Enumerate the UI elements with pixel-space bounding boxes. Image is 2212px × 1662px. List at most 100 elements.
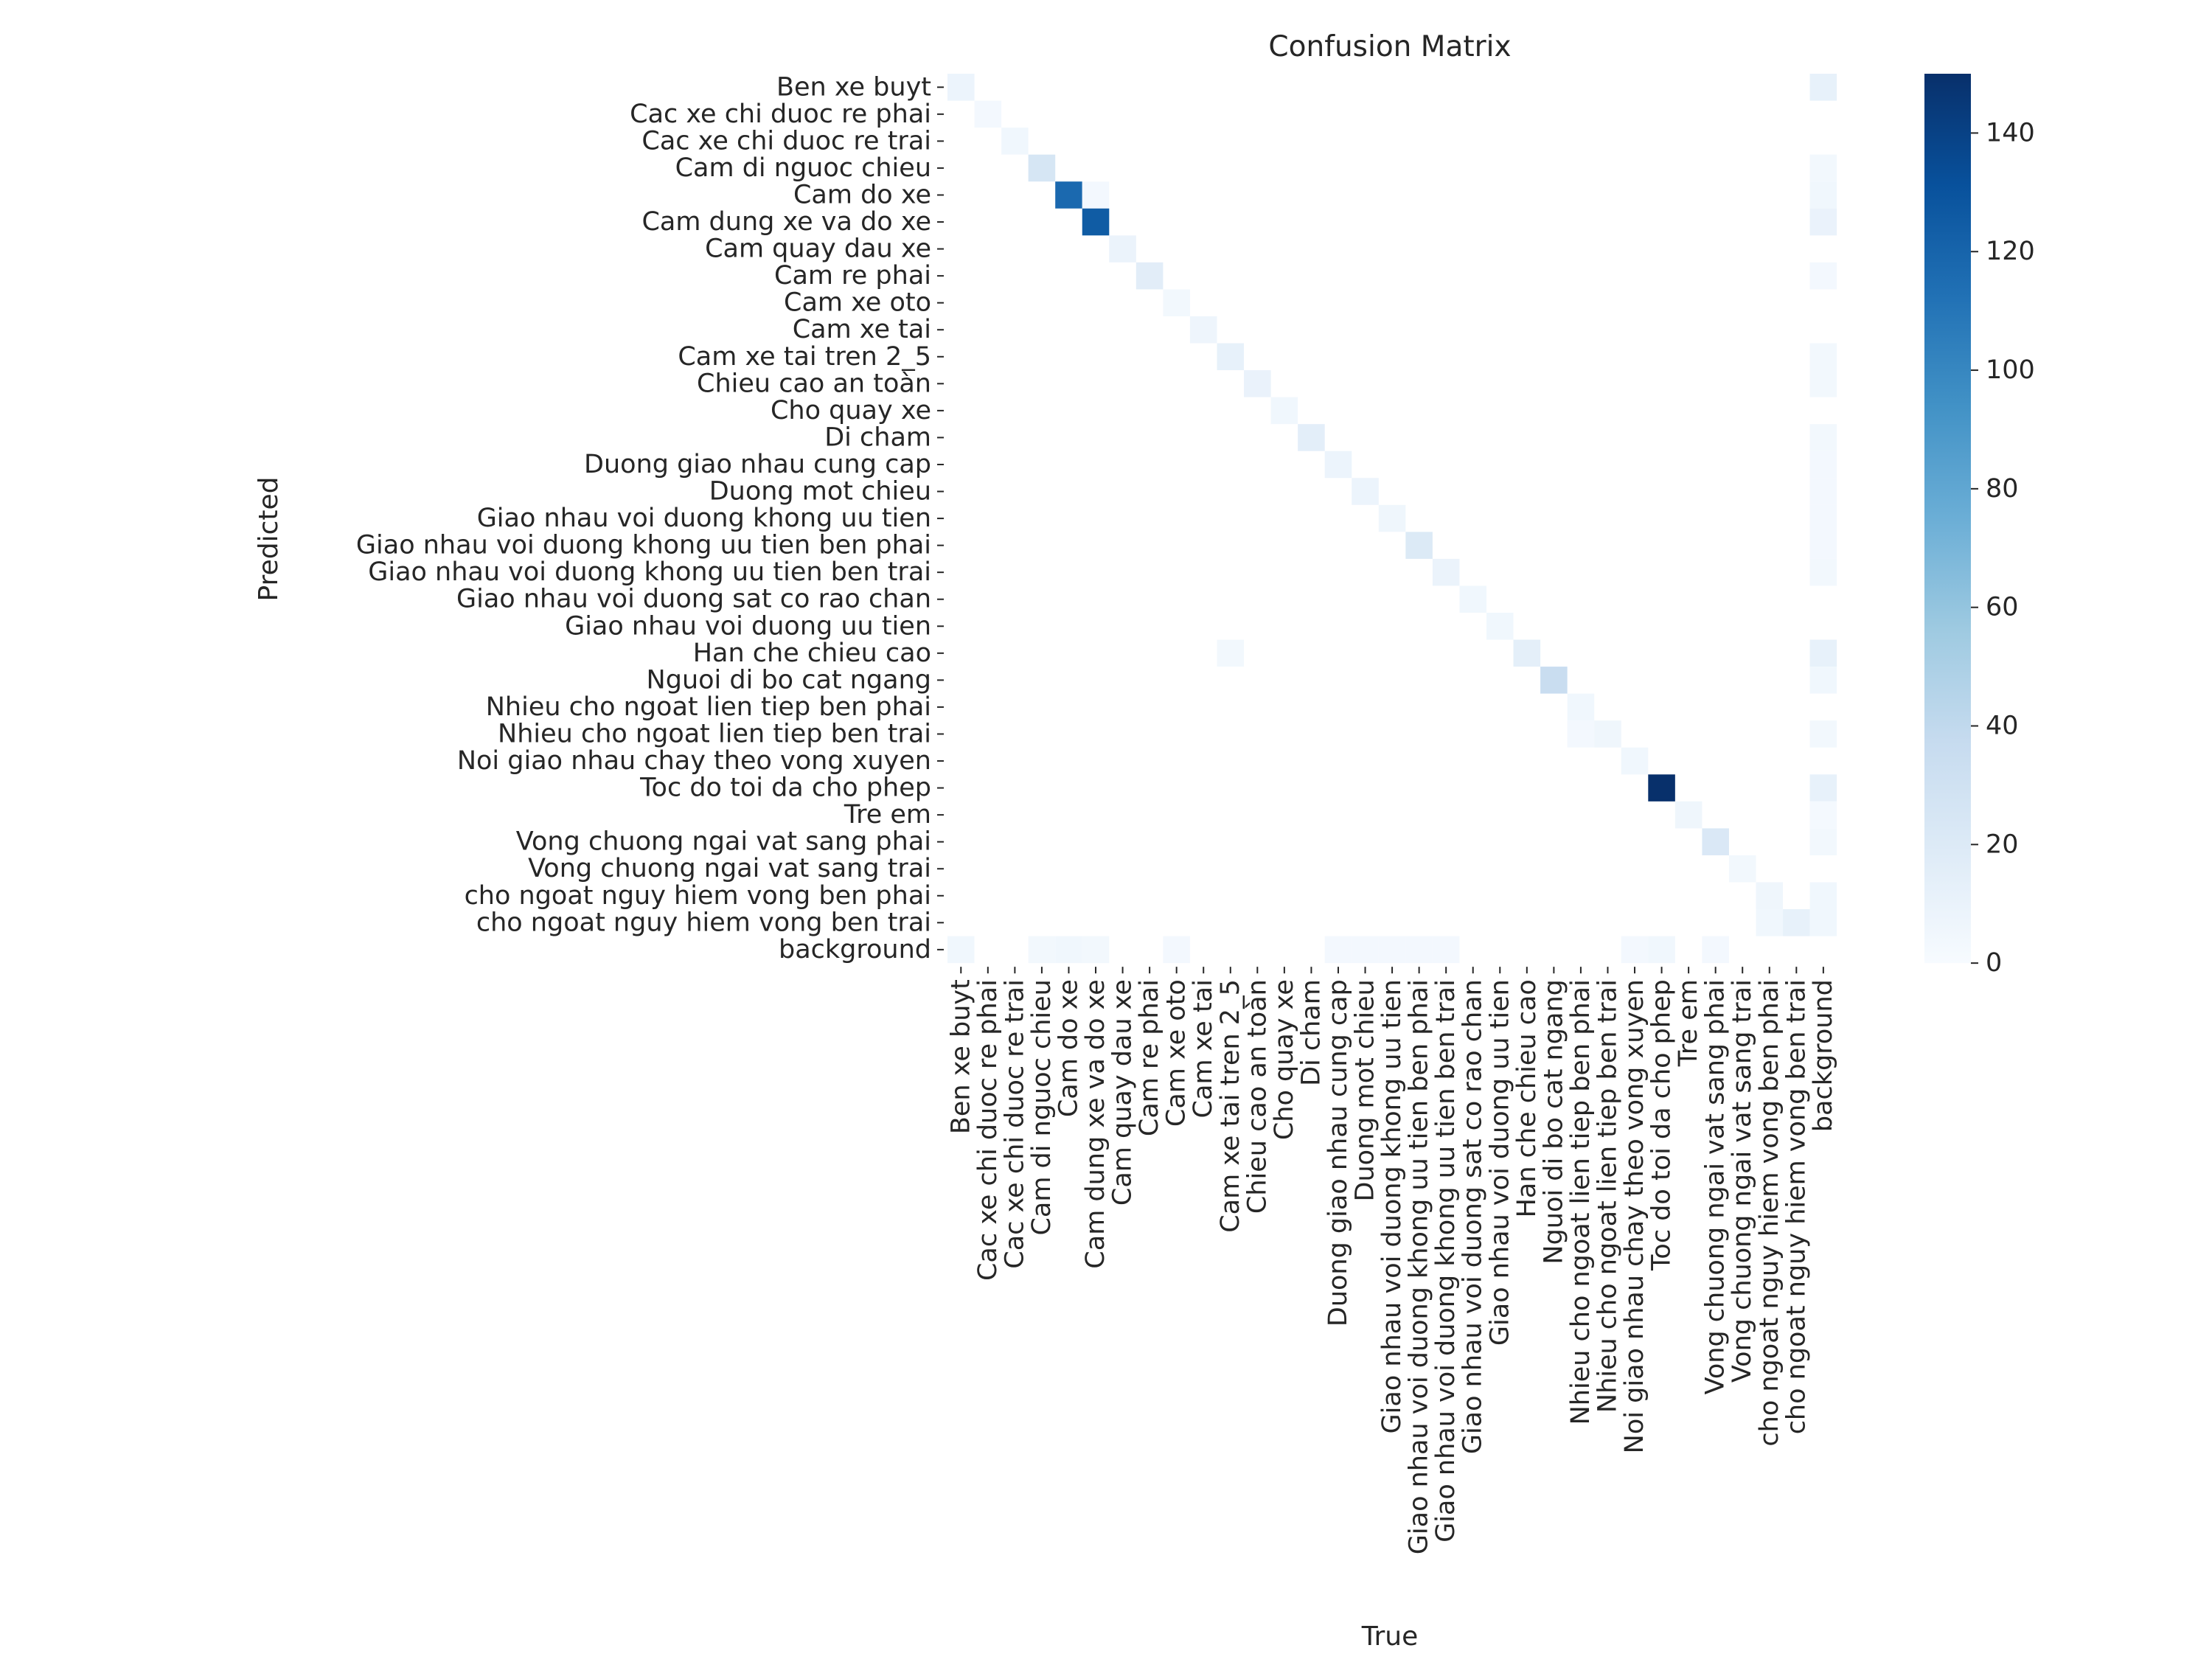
x-tick-label: Toc do toi da cho phep [1647, 979, 1677, 1271]
y-tick-label: Cam re phai [774, 261, 931, 291]
y-tick-label: Cho quay xe [771, 396, 931, 425]
x-tick-label: Duong giao nhau cung cap [1324, 979, 1353, 1327]
heatmap-cell [1809, 909, 1837, 936]
y-tick-label: Noi giao nhau chay theo vong xuyen [457, 746, 931, 776]
colorbar-tick-label: 20 [1986, 830, 2019, 859]
heatmap-cell [1756, 882, 1784, 910]
heatmap-cell [1270, 397, 1298, 425]
x-tick-label: Cam re phai [1135, 979, 1164, 1136]
heatmap-cell [1082, 181, 1110, 209]
x-tick-label: cho ngoat nguy hiem vong ben phai [1755, 979, 1784, 1446]
y-tick-label: Giao nhau voi duong khong uu tien ben ph… [356, 531, 931, 560]
heatmap-cell [1809, 667, 1837, 694]
x-tick-label: Vong chuong ngai vat sang trai [1728, 979, 1757, 1383]
x-tick-label: Noi giao nhau chay theo vong xuyen [1620, 979, 1649, 1453]
heatmap-cell [1055, 936, 1082, 964]
y-tick-label: Cam xe tai tren 2_5 [678, 342, 931, 372]
heatmap-cell [1728, 855, 1756, 883]
y-tick-label: Giao nhau voi duong sat co rao chan [456, 585, 931, 614]
y-tick-label: Cam di nguoc chieu [675, 153, 931, 183]
y-tick-label: Ben xe buyt [776, 72, 931, 102]
x-tick-label: Cam xe tai tren 2_5 [1216, 979, 1245, 1233]
heatmap-cell [1163, 936, 1190, 964]
heatmap-cell [1405, 936, 1433, 964]
y-tick-label: Giao nhau voi duong uu tien [565, 611, 931, 641]
heatmap-cell [1459, 585, 1486, 613]
heatmap-cell [1352, 936, 1379, 964]
heatmap-cell [1324, 451, 1352, 479]
y-tick-label: Cam xe oto [784, 288, 931, 318]
heatmap-cell [1809, 532, 1837, 559]
y-tick-label: Di cham [824, 423, 931, 452]
y-tick-label: Cac xe chi duoc re phai [630, 100, 931, 129]
colorbar-tick-label: 80 [1986, 474, 2019, 504]
heatmap-cell [1135, 262, 1164, 290]
heatmap-cell [1109, 235, 1136, 262]
x-axis-label: True [1361, 1621, 1418, 1652]
y-tick-label: cho ngoat nguy hiem vong ben trai [476, 908, 931, 937]
x-tick-label: Giao nhau voi duong sat co rao chan [1458, 979, 1488, 1454]
y-tick-label: Cam quay dau xe [705, 234, 931, 264]
heatmap-cell [1217, 343, 1245, 371]
y-tick-label: Nhieu cho ngoat lien tiep ben trai [498, 719, 931, 748]
y-tick-label: Giao nhau voi duong khong uu tien ben tr… [368, 557, 931, 587]
heatmap-cell [1567, 720, 1595, 748]
heatmap-cell [1783, 909, 1810, 936]
heatmap-cell [1028, 936, 1056, 964]
heatmap-cell [1432, 936, 1460, 964]
x-tick-label: Cac xe chi duoc re trai [1000, 979, 1029, 1269]
heatmap-cell [1809, 262, 1837, 290]
heatmap-cell [947, 936, 975, 964]
y-tick-label: Cac xe chi duoc re trai [641, 126, 931, 156]
heatmap-cell [1809, 154, 1837, 182]
y-tick-label: Cam dung xe va do xe [641, 207, 931, 237]
heatmap-cell [1809, 720, 1837, 748]
y-tick-label: Duong mot chieu [709, 477, 931, 507]
x-tick-label: Giao nhau voi duong khong uu tien ben ph… [1405, 979, 1434, 1554]
heatmap-cell [1702, 828, 1729, 855]
heatmap-cell [1809, 74, 1837, 101]
heatmap-cell [1594, 720, 1621, 748]
heatmap-cell [1809, 343, 1837, 371]
x-tick-label: Cam xe tai [1189, 979, 1218, 1118]
heatmap-cells [947, 74, 1837, 964]
heatmap-cell [1082, 936, 1110, 964]
x-tick-label: Nguoi di bo cat ngang [1539, 979, 1568, 1264]
heatmap-cell [1809, 181, 1837, 209]
x-tick-label: Cam dung xe va do xe [1081, 979, 1110, 1269]
y-tick-label: Tre em [844, 800, 931, 830]
x-tick-label: Cam do xe [1054, 979, 1083, 1117]
heatmap-cell [1648, 936, 1675, 964]
heatmap-cell [1513, 639, 1541, 667]
heatmap-cell [1621, 936, 1649, 964]
y-tick-label: Nhieu cho ngoat lien tiep ben phai [486, 692, 931, 722]
heatmap-cell [1378, 936, 1406, 964]
heatmap-cell [1486, 613, 1514, 640]
colorbar: 0 20 40 60 80 100 120 140 [1924, 74, 2035, 978]
heatmap-cell [1674, 801, 1703, 829]
y-tick-label: Giao nhau voi duong khong uu tien [477, 504, 931, 533]
heatmap-cell [1809, 424, 1837, 451]
y-tick-label: Chieu cao an toàn [697, 369, 931, 398]
heatmap-cell [1756, 909, 1784, 936]
heatmap-cell [1702, 936, 1729, 964]
y-tick-label: Nguoi di bo cat ngang [647, 665, 931, 695]
colorbar-tick-label: 140 [1986, 118, 2035, 147]
x-tick-label: Vong chuong ngai vat sang phai [1701, 979, 1731, 1394]
y-axis-label: Predicted [254, 477, 284, 602]
colorbar-tick-label: 120 [1986, 237, 2035, 266]
heatmap-cell [1809, 639, 1837, 667]
x-tick-label: Giao nhau voi duong uu tien [1485, 979, 1514, 1346]
y-tick-label: Toc do toi da cho phep [639, 773, 931, 803]
x-tick-label: Di cham [1296, 979, 1326, 1086]
heatmap-cell [1567, 693, 1595, 721]
x-tick-label: Tre em [1674, 979, 1703, 1067]
chart-title: Confusion Matrix [1268, 30, 1511, 63]
heatmap-cell [1809, 558, 1837, 586]
x-tick-label: Nhieu cho ngoat lien tiep ben trai [1593, 979, 1622, 1413]
x-tick-label: background [1809, 979, 1838, 1132]
heatmap-cell [1432, 558, 1460, 586]
heatmap-cell [1055, 181, 1082, 209]
